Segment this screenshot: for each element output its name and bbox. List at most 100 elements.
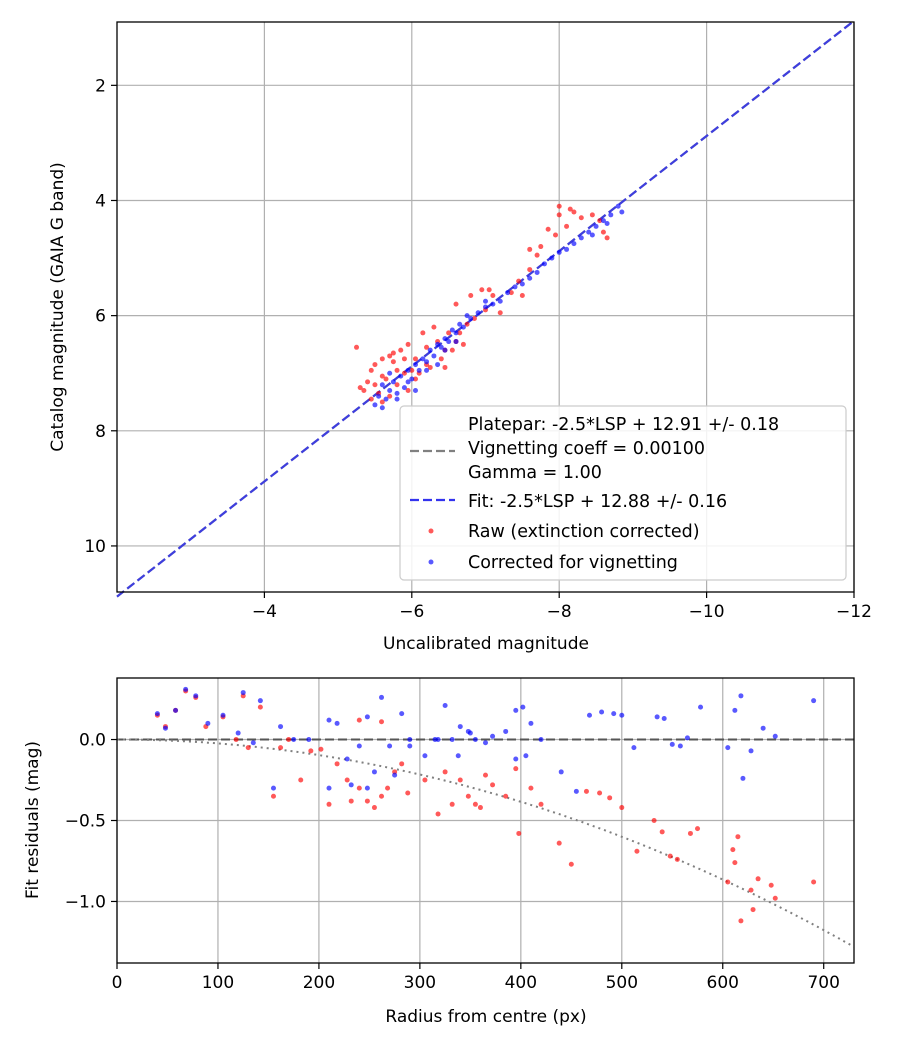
top-raw-point	[412, 376, 418, 382]
top-corrected-point	[505, 290, 511, 296]
top-corrected-point	[379, 405, 385, 411]
top-corrected-point	[405, 367, 411, 373]
bottom-raw-point	[811, 879, 817, 885]
top-corrected-point	[390, 379, 396, 385]
top-corrected-point	[475, 310, 481, 316]
bottom-raw-point	[651, 818, 657, 823]
top-corrected-point	[424, 359, 430, 365]
bottom-raw-point	[364, 798, 370, 804]
bottom-raw-point	[607, 795, 613, 801]
top-y-tick-label: 2	[95, 76, 106, 96]
top-corrected-point	[416, 367, 422, 373]
bottom-plot: 0 100 200 300 400 500 600 700 0.0 −0.5 −1.0 Radiu…	[23, 677, 855, 1027]
bottom-corrected-point	[513, 707, 519, 713]
bottom-x-ticks: 0 100 200 300 400 500 600 700	[112, 963, 840, 993]
top-raw-point	[379, 399, 385, 405]
legend-box	[399, 405, 847, 581]
bottom-corrected-point	[449, 737, 455, 743]
top-raw-point	[545, 226, 551, 232]
bottom-corrected-point	[669, 741, 675, 747]
bottom-corrected-point	[457, 724, 463, 730]
top-raw-point	[578, 215, 584, 221]
top-corrected-point	[435, 362, 441, 368]
top-raw-point	[405, 387, 411, 393]
top-corrected-point	[483, 298, 488, 304]
top-corrected-point	[449, 327, 455, 333]
bottom-corrected-point	[278, 724, 284, 730]
bottom-raw-point	[449, 801, 455, 807]
bottom-corrected-point	[422, 753, 428, 759]
bottom-corrected-point	[523, 753, 529, 759]
top-raw-point	[486, 287, 492, 293]
bottom-raw-point	[483, 772, 488, 778]
bottom-scatter-points	[154, 686, 817, 924]
top-corrected-point	[600, 218, 606, 224]
top-corrected-point	[619, 209, 625, 215]
bottom-corrected-point	[573, 788, 579, 794]
top-raw-point	[420, 330, 426, 336]
top-x-tick-label: −8	[547, 602, 572, 622]
bottom-corrected-point	[392, 772, 398, 778]
top-raw-point	[379, 356, 385, 362]
bottom-corrected-point	[240, 690, 246, 696]
top-corrected-point	[534, 269, 540, 275]
top-corrected-point	[497, 298, 503, 304]
top-corrected-point	[376, 393, 382, 399]
bottom-raw-point	[772, 895, 778, 901]
top-raw-point	[471, 316, 477, 322]
top-corrected-point	[453, 339, 459, 345]
bottom-raw-point	[405, 790, 411, 796]
bottom-corrected-point	[740, 775, 746, 781]
top-raw-point	[365, 379, 371, 385]
bottom-corrected-point	[684, 735, 690, 741]
top-raw-point	[479, 287, 485, 293]
bottom-corrected-point	[725, 745, 731, 751]
top-raw-point	[449, 347, 455, 353]
top-corrected-point	[405, 379, 411, 385]
bottom-y-tick-label: 0.0	[79, 731, 106, 751]
top-raw-point	[468, 292, 474, 298]
bottom-corrected-point	[291, 737, 297, 743]
bottom-raw-point	[472, 801, 478, 807]
bottom-raw-point	[318, 746, 324, 752]
top-corrected-point	[435, 341, 441, 347]
top-raw-point	[431, 324, 437, 330]
top-raw-point	[357, 385, 363, 391]
bottom-raw-point	[422, 777, 428, 783]
top-raw-point	[401, 356, 407, 362]
bottom-corrected-point	[520, 704, 526, 710]
bottom-raw-point	[465, 793, 471, 799]
top-raw-point	[556, 203, 562, 209]
bottom-corrected-point	[811, 698, 817, 704]
bottom-raw-point	[308, 748, 314, 754]
bottom-raw-point	[674, 856, 680, 862]
bottom-corrected-point	[193, 693, 199, 699]
bottom-raw-point	[538, 801, 544, 807]
bottom-corrected-point	[306, 737, 312, 743]
top-scatter-points	[354, 203, 625, 411]
top-raw-point	[387, 393, 393, 399]
bottom-raw-point	[750, 907, 756, 913]
top-corrected-point	[412, 362, 418, 368]
top-raw-point	[446, 330, 452, 336]
bottom-raw-point	[725, 879, 731, 885]
top-corrected-point	[383, 396, 389, 402]
bottom-corrected-point	[490, 733, 496, 739]
top-corrected-point	[460, 324, 466, 330]
top-raw-point	[361, 387, 367, 393]
top-corrected-point	[401, 385, 407, 391]
bottom-corrected-point	[732, 707, 738, 713]
top-corrected-point	[420, 356, 426, 362]
top-raw-point	[412, 356, 418, 362]
bottom-corrected-point	[772, 733, 778, 739]
bottom-corrected-point	[611, 711, 617, 717]
top-corrected-point	[427, 347, 433, 353]
bottom-corrected-point	[326, 785, 332, 791]
top-corrected-point	[519, 281, 525, 287]
top-raw-point	[497, 310, 503, 316]
bottom-corrected-point	[661, 715, 667, 721]
top-corrected-point	[589, 232, 595, 238]
top-x-tick-label: −12	[836, 602, 872, 622]
top-raw-point	[401, 370, 407, 376]
bottom-corrected-point	[528, 720, 534, 726]
